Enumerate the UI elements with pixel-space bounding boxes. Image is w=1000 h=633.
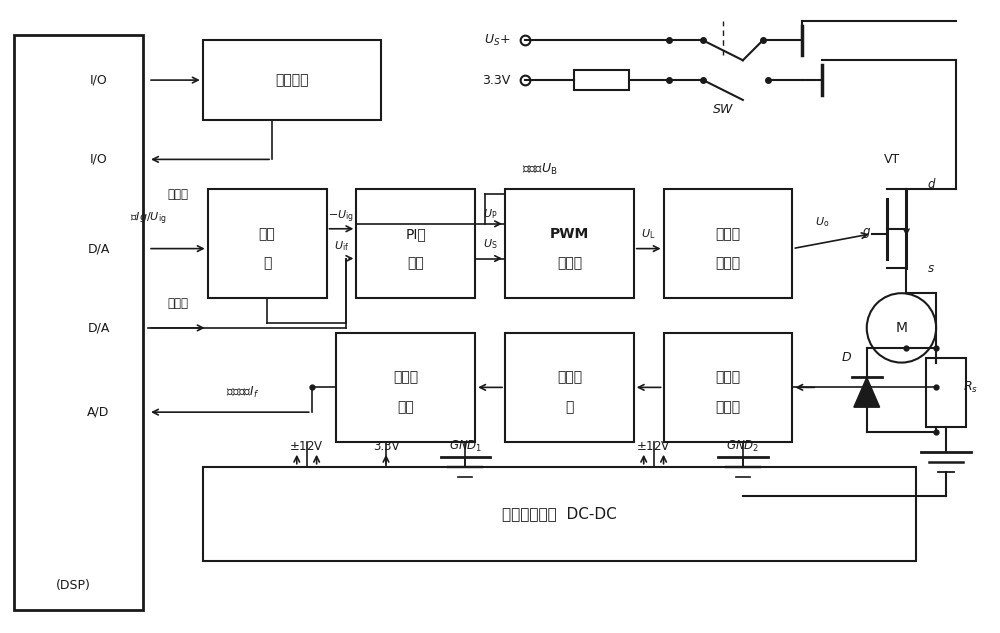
Text: $SW$: $SW$ <box>712 103 734 116</box>
Text: PI调: PI调 <box>405 227 426 241</box>
Text: $U_\mathrm{o}$: $U_\mathrm{o}$ <box>815 215 829 229</box>
Text: $U_S$+: $U_S$+ <box>484 33 510 48</box>
Text: $\pm$12V: $\pm$12V <box>636 441 671 453</box>
FancyBboxPatch shape <box>208 189 327 298</box>
Text: I/O: I/O <box>90 73 107 87</box>
Text: $U_\mathrm{L}$: $U_\mathrm{L}$ <box>641 227 656 241</box>
Text: 给定电: 给定电 <box>167 187 188 201</box>
Text: 过载报警: 过载报警 <box>275 73 309 87</box>
Text: 流$\mathit{Ig}$/$U_\mathrm{ig}$: 流$\mathit{Ig}$/$U_\mathrm{ig}$ <box>130 211 166 227</box>
Text: 节器: 节器 <box>407 256 424 270</box>
Text: PWM: PWM <box>550 227 589 241</box>
Text: d: d <box>927 178 935 191</box>
Text: $-U_\mathrm{ig}$: $-U_\mathrm{ig}$ <box>328 209 354 225</box>
Text: (DSP): (DSP) <box>56 579 91 592</box>
FancyBboxPatch shape <box>203 467 916 561</box>
Text: I/O: I/O <box>90 153 107 166</box>
Text: 隔放大: 隔放大 <box>715 400 741 414</box>
FancyBboxPatch shape <box>664 333 792 442</box>
Text: 控制电路电源  DC-DC: 控制电路电源 DC-DC <box>502 506 617 521</box>
Text: VT: VT <box>883 153 900 166</box>
Text: $U_\mathrm{S}$: $U_\mathrm{S}$ <box>483 237 497 251</box>
Text: 反相: 反相 <box>259 227 275 241</box>
Text: 随器: 随器 <box>397 400 414 414</box>
Text: 发生器: 发生器 <box>557 256 582 270</box>
Text: s: s <box>928 262 934 275</box>
Text: 负偏置$U_\mathrm{B}$: 负偏置$U_\mathrm{B}$ <box>522 162 557 177</box>
Polygon shape <box>854 377 880 407</box>
Text: 隔放大: 隔放大 <box>715 256 741 270</box>
Text: 开关光: 开关光 <box>715 227 741 241</box>
FancyBboxPatch shape <box>14 35 143 610</box>
FancyBboxPatch shape <box>574 70 629 90</box>
Text: D: D <box>842 351 852 364</box>
Text: 锯齿波: 锯齿波 <box>167 297 188 310</box>
Text: M: M <box>895 321 907 335</box>
FancyBboxPatch shape <box>336 333 475 442</box>
Text: 电压跟: 电压跟 <box>393 370 418 384</box>
Text: $\pm$12V: $\pm$12V <box>289 441 324 453</box>
Text: 器: 器 <box>263 256 271 270</box>
Text: $U_\mathrm{if}$: $U_\mathrm{if}$ <box>334 239 349 253</box>
FancyBboxPatch shape <box>664 189 792 298</box>
Text: 线性光: 线性光 <box>715 370 741 384</box>
Text: A/D: A/D <box>87 406 110 418</box>
Text: 3.3V: 3.3V <box>482 73 510 87</box>
Text: $U_\mathrm{P}$: $U_\mathrm{P}$ <box>483 207 497 221</box>
Text: $GND_1$: $GND_1$ <box>449 439 482 454</box>
FancyBboxPatch shape <box>926 358 966 427</box>
FancyBboxPatch shape <box>505 333 634 442</box>
Text: 3.3V: 3.3V <box>373 441 399 453</box>
FancyBboxPatch shape <box>505 189 634 298</box>
Text: g: g <box>863 225 871 238</box>
Text: D/A: D/A <box>87 322 110 334</box>
Text: 波: 波 <box>565 400 574 414</box>
Text: 反馈电流$I_f$: 反馈电流$I_f$ <box>226 385 259 400</box>
Text: 低通滤: 低通滤 <box>557 370 582 384</box>
Text: D/A: D/A <box>87 242 110 255</box>
Text: $GND_2$: $GND_2$ <box>726 439 760 454</box>
Text: $R_s$: $R_s$ <box>963 380 978 395</box>
FancyBboxPatch shape <box>356 189 475 298</box>
FancyBboxPatch shape <box>203 41 381 120</box>
